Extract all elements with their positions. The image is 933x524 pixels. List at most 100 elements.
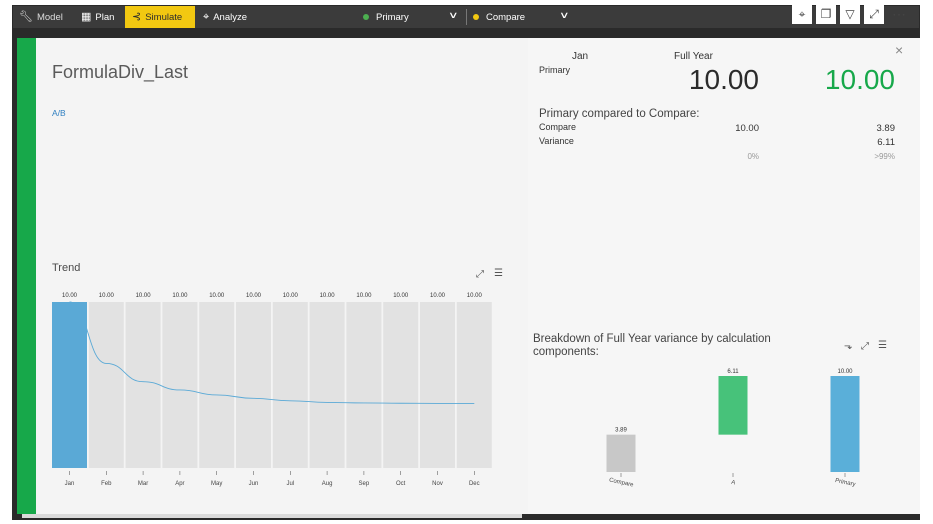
trend-bar-label: 10.00 [320, 293, 336, 299]
trend-bar-apr [162, 302, 198, 468]
trend-tick-label: May [211, 481, 222, 487]
breakdown-chart: 3.89 Compare 6.11 A 10.00 Primary [606, 369, 860, 489]
trend-bar-label: 10.00 [62, 293, 78, 299]
primary-chevron-down-icon[interactable]: ∨ [448, 10, 459, 20]
plan-button[interactable]: ▦ Plan [81, 6, 114, 28]
compare-chevron-down-icon[interactable]: ∨ [559, 10, 570, 20]
trend-tick-label: Jan [65, 481, 75, 487]
breakdown-tick-label: A [731, 480, 736, 487]
variance-full-year-value: 6.11 [877, 137, 895, 148]
trend-tick-label: Apr [175, 481, 184, 487]
primary-full-year-value: 10.00 [824, 64, 895, 95]
trend-chart: 10.00 Jan 10.00 Feb 10.00 Mar 10.00 Apr 10.00 May… [52, 293, 492, 487]
simulate-label: Simulate [145, 11, 183, 23]
primary-scenario-select[interactable]: Primary [363, 6, 409, 28]
compare-jan-value: 10.00 [735, 123, 759, 134]
top-toolbar: 🔧︎ Model ▦ Plan ⊰ Simulate ⌖ Analyze Pri… [12, 5, 920, 29]
trend-bar-oct [383, 302, 419, 468]
breakdown-bar-a [718, 376, 748, 435]
trend-tick-label: Jul [286, 481, 294, 487]
variance-pct-jan: 0% [747, 152, 759, 161]
table-icon: ▦ [81, 10, 92, 23]
trend-expand-icon[interactable]: ⤢ [476, 269, 484, 280]
compare-full-year-value: 3.89 [876, 123, 896, 134]
compare-scenario-select[interactable]: Compare [473, 6, 525, 28]
trend-tick-label: Sep [359, 481, 370, 487]
trend-bar-jun [236, 302, 271, 468]
analyze-button[interactable]: ⌖ Analyze [203, 6, 247, 28]
toolbar-divider [466, 9, 467, 25]
header-full-year: Full Year [674, 51, 713, 62]
breakdown-menu-icon[interactable]: ☰ [878, 340, 887, 351]
breakdown-bar-label: 6.11 [727, 369, 739, 375]
telescope-icon: ⌖ [203, 10, 210, 23]
modal-title: FormulaDiv_Last [52, 62, 189, 82]
trend-bar-label: 10.00 [467, 293, 483, 299]
trend-bar-sep [346, 302, 382, 468]
focus-mode-icon[interactable]: ⤢ [864, 4, 884, 24]
trend-bar-label: 10.00 [430, 293, 446, 299]
breakdown-tick-label: Compare [609, 478, 635, 489]
trend-line [69, 301, 475, 404]
trend-title: Trend [52, 262, 81, 274]
plan-label: Plan [95, 11, 115, 23]
trend-bar-nov [420, 302, 455, 468]
trend-tick-label: Feb [101, 481, 112, 487]
trend-bar-feb [88, 302, 124, 468]
formula-link[interactable]: A/B [52, 108, 66, 118]
breakdown-bar-compare [606, 434, 636, 472]
trend-tick-label: Dec [469, 481, 480, 487]
simulate-button[interactable]: ⊰ Simulate [125, 6, 195, 28]
trend-bar-label: 10.00 [172, 293, 188, 299]
primary-jan-value: 10.00 [688, 64, 759, 95]
trend-bar-label: 10.00 [356, 293, 372, 299]
pin-icon[interactable]: ⌖ [792, 4, 812, 24]
breakdown-tick-label: Primary [834, 478, 855, 488]
filter-icon[interactable]: ▽ [840, 4, 860, 24]
trend-bar-label: 10.00 [283, 293, 299, 299]
trend-bar-label: 10.00 [99, 293, 115, 299]
primary-label: Primary [376, 11, 409, 23]
compared-heading: Primary compared to Compare: [539, 108, 700, 120]
trend-tick-label: Oct [396, 481, 406, 487]
more-options-icon[interactable]: ⋯ [892, 5, 907, 22]
breakdown-expand-icon[interactable]: ⤢ [861, 341, 869, 352]
trend-bar-label: 10.00 [246, 293, 262, 299]
close-button[interactable]: × [895, 42, 904, 58]
compare-dot-icon [473, 14, 479, 20]
branch-icon: ⊰ [132, 10, 142, 23]
trend-bar-jan [52, 302, 87, 468]
modal-accent-bar [17, 38, 36, 514]
copy-icon[interactable]: ❐ [816, 4, 836, 24]
trend-menu-icon[interactable]: ☰ [494, 268, 503, 279]
trend-tick-label: Mar [138, 481, 148, 487]
compare-row-label: Compare [539, 122, 577, 132]
primary-dot-icon [363, 14, 369, 20]
trend-bar-label: 10.00 [209, 293, 225, 299]
trend-bar-mar [125, 302, 161, 468]
trend-tick-label: Aug [322, 481, 333, 487]
breakdown-bar-primary [830, 376, 860, 472]
wrench-icon: 🔧︎ [19, 10, 33, 23]
trend-tick-label: Nov [432, 481, 443, 487]
trend-bar-label: 10.00 [136, 293, 152, 299]
compare-label: Compare [486, 11, 526, 23]
trend-bar-label: 10.00 [393, 293, 409, 299]
breakdown-bar-label: 3.89 [615, 428, 627, 434]
visual-header-icons: ⌖ ❐ ▽ ⤢ ⋯ [792, 0, 933, 28]
breakdown-drill-icon[interactable]: ⬎ [844, 341, 853, 352]
primary-row-label: Primary [539, 65, 570, 75]
trend-bar-jul [272, 302, 308, 468]
trend-bar-may [199, 302, 235, 468]
analyze-label: Analyze [213, 11, 248, 23]
header-period: Jan [572, 51, 589, 62]
variance-row-label: Variance [539, 136, 574, 146]
trend-bar-dec [456, 302, 492, 468]
details-modal: FormulaDiv_Last A/B Trend ⤢ ☰ 10.00 Jan 10… [17, 38, 920, 514]
model-button[interactable]: 🔧︎ Model [19, 6, 63, 28]
model-label: Model [36, 11, 63, 23]
breakdown-bar-label: 10.00 [837, 369, 853, 375]
trend-bar-aug [309, 302, 345, 468]
breakdown-title: Breakdown of Full Year variance by calcu… [533, 333, 771, 358]
